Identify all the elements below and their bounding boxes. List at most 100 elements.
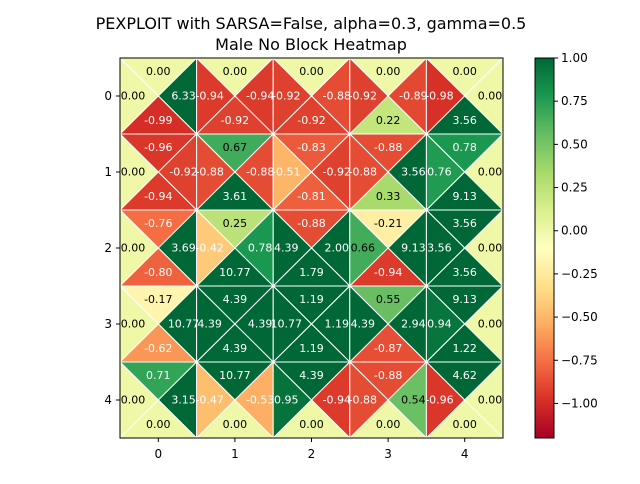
cell-0-1-bottom-label: -0.92 (221, 114, 249, 127)
cell-2-0-right-label: 3.69 (171, 242, 196, 255)
cell-2-1-right-label: 0.78 (248, 242, 273, 255)
cell-1-0-top-label: -0.96 (144, 141, 172, 154)
cell-0-3-right-label: -0.89 (399, 90, 427, 103)
cell-4-0-bottom-label: 0.00 (146, 418, 171, 431)
cell-3-4-top-label: 9.13 (452, 293, 477, 306)
cell-2-4-top-label: 3.56 (452, 217, 477, 230)
colorbar-tick-label: −0.50 (561, 310, 598, 324)
cell-1-2-bottom-label: -0.81 (297, 190, 325, 203)
cell-4-3-left-label: -0.88 (349, 394, 377, 407)
cell-2-2-bottom-label: 1.79 (299, 266, 324, 279)
cell-4-2-right-label: -0.94 (323, 394, 351, 407)
cell-2-1-left-label: -0.42 (195, 242, 223, 255)
cell-2-4-bottom-label: 3.56 (452, 266, 477, 279)
y-tick-label: 4 (104, 393, 112, 407)
cell-2-2-right-label: 2.00 (325, 242, 350, 255)
x-tick-label: 0 (154, 447, 162, 461)
cell-3-1-bottom-label: 4.39 (223, 342, 248, 355)
cell-0-4-right-label: 0.00 (478, 90, 503, 103)
cell-4-3-right-label: 0.54 (401, 394, 426, 407)
cell-3-3-right-label: 2.94 (401, 318, 426, 331)
cell-3-4-bottom-label: 1.22 (452, 342, 477, 355)
cell-2-3-top-label: -0.21 (374, 217, 402, 230)
x-tick-label: 2 (308, 447, 316, 461)
cell-1-1-left-label: -0.88 (195, 166, 223, 179)
cell-1-4-top-label: 0.78 (452, 141, 477, 154)
chart-title-line-1: PEXPLOIT with SARSA=False, alpha=0.3, ga… (96, 14, 527, 33)
cell-2-0-top-label: -0.76 (144, 217, 172, 230)
cell-0-1-top-label: 0.00 (223, 65, 248, 78)
cell-1-2-right-label: -0.92 (323, 166, 351, 179)
cell-2-2-left-label: 4.39 (274, 242, 299, 255)
cell-3-2-top-label: 1.19 (299, 293, 324, 306)
cell-2-0-bottom-label: -0.80 (144, 266, 172, 279)
cell-0-3-left-label: -0.92 (349, 90, 377, 103)
cell-0-3-top-label: 0.00 (376, 65, 401, 78)
cell-0-1-right-label: -0.94 (246, 90, 274, 103)
cell-2-1-bottom-label: 10.77 (219, 266, 251, 279)
cell-0-2-top-label: 0.00 (299, 65, 324, 78)
cell-0-1-left-label: -0.94 (195, 90, 223, 103)
cell-4-4-top-label: 4.62 (452, 369, 477, 382)
cell-3-0-right-label: 10.77 (168, 318, 200, 331)
y-axis: 0 1 2 3 4 (104, 89, 120, 407)
cell-2-3-left-label: 0.66 (351, 242, 376, 255)
cell-4-3-top-label: -0.88 (374, 369, 402, 382)
colorbar-tick-label: −0.75 (561, 353, 598, 367)
chart-title-line-2: Male No Block Heatmap (215, 35, 407, 54)
colorbar-tick-label: −0.25 (561, 267, 598, 281)
y-tick-label: 1 (104, 165, 112, 179)
cell-4-2-left-label: 0.95 (274, 394, 299, 407)
heatmap-cell-labels: 0.000.00 6.33-0.990.00-0.94 -0.94-0.920.00… (121, 65, 502, 431)
cell-0-2-left-label: -0.92 (272, 90, 300, 103)
cell-4-2-bottom-label: 0.00 (299, 418, 324, 431)
cell-4-3-bottom-label: 0.00 (376, 418, 401, 431)
cell-1-4-bottom-label: 9.13 (452, 190, 477, 203)
cell-3-0-top-label: -0.17 (144, 293, 172, 306)
cell-4-1-left-label: -0.47 (195, 394, 223, 407)
cell-4-1-top-label: 10.77 (219, 369, 251, 382)
cell-4-4-bottom-label: 0.00 (452, 418, 477, 431)
cell-2-2-top-label: -0.88 (297, 217, 325, 230)
x-tick-label: 1 (231, 447, 239, 461)
cell-2-1-top-label: 0.25 (223, 217, 248, 230)
cell-0-2-right-label: -0.88 (323, 90, 351, 103)
cell-1-0-bottom-label: -0.94 (144, 190, 172, 203)
colorbar (534, 57, 555, 439)
cell-0-4-left-label: -0.98 (425, 90, 453, 103)
cell-2-4-right-label: 0.00 (478, 242, 503, 255)
cell-4-4-right-label: 0.00 (478, 394, 503, 407)
cell-3-4-right-label: 0.00 (478, 318, 503, 331)
cell-0-0-top-label: 0.00 (146, 65, 171, 78)
cell-1-0-right-label: -0.92 (169, 166, 197, 179)
y-tick-label: 0 (104, 89, 112, 103)
cell-1-3-right-label: 3.56 (401, 166, 426, 179)
cell-3-3-left-label: 4.39 (351, 318, 376, 331)
cell-0-0-left-label: 0.00 (121, 90, 146, 103)
cell-0-0-right-label: 6.33 (171, 90, 196, 103)
x-tick-label: 3 (384, 447, 392, 461)
colorbar-tick-label: 1.00 (561, 51, 588, 65)
y-tick-label: 3 (104, 317, 112, 331)
cell-0-4-bottom-label: 3.56 (452, 114, 477, 127)
colorbar-tick-label: −1.00 (561, 396, 598, 410)
colorbar-tick-label: 0.25 (561, 181, 588, 195)
cell-4-1-right-label: -0.53 (246, 394, 274, 407)
colorbar-tick-label: 0.50 (561, 137, 588, 151)
y-tick-label: 2 (104, 241, 112, 255)
cell-0-3-bottom-label: 0.22 (376, 114, 401, 127)
cell-3-3-top-label: 0.55 (376, 293, 401, 306)
cell-0-0-bottom-label: -0.99 (144, 114, 172, 127)
cell-1-3-left-label: -0.88 (349, 166, 377, 179)
x-tick-label: 4 (461, 447, 469, 461)
cell-2-3-bottom-label: -0.94 (374, 266, 402, 279)
cell-1-1-bottom-label: 3.61 (223, 190, 248, 203)
cell-3-0-bottom-label: -0.62 (144, 342, 172, 355)
cell-1-3-top-label: -0.88 (374, 141, 402, 154)
cell-0-2-bottom-label: -0.92 (297, 114, 325, 127)
cell-1-1-top-label: 0.67 (223, 141, 248, 154)
cell-4-0-right-label: 3.15 (171, 394, 196, 407)
cell-1-1-right-label: -0.88 (246, 166, 274, 179)
